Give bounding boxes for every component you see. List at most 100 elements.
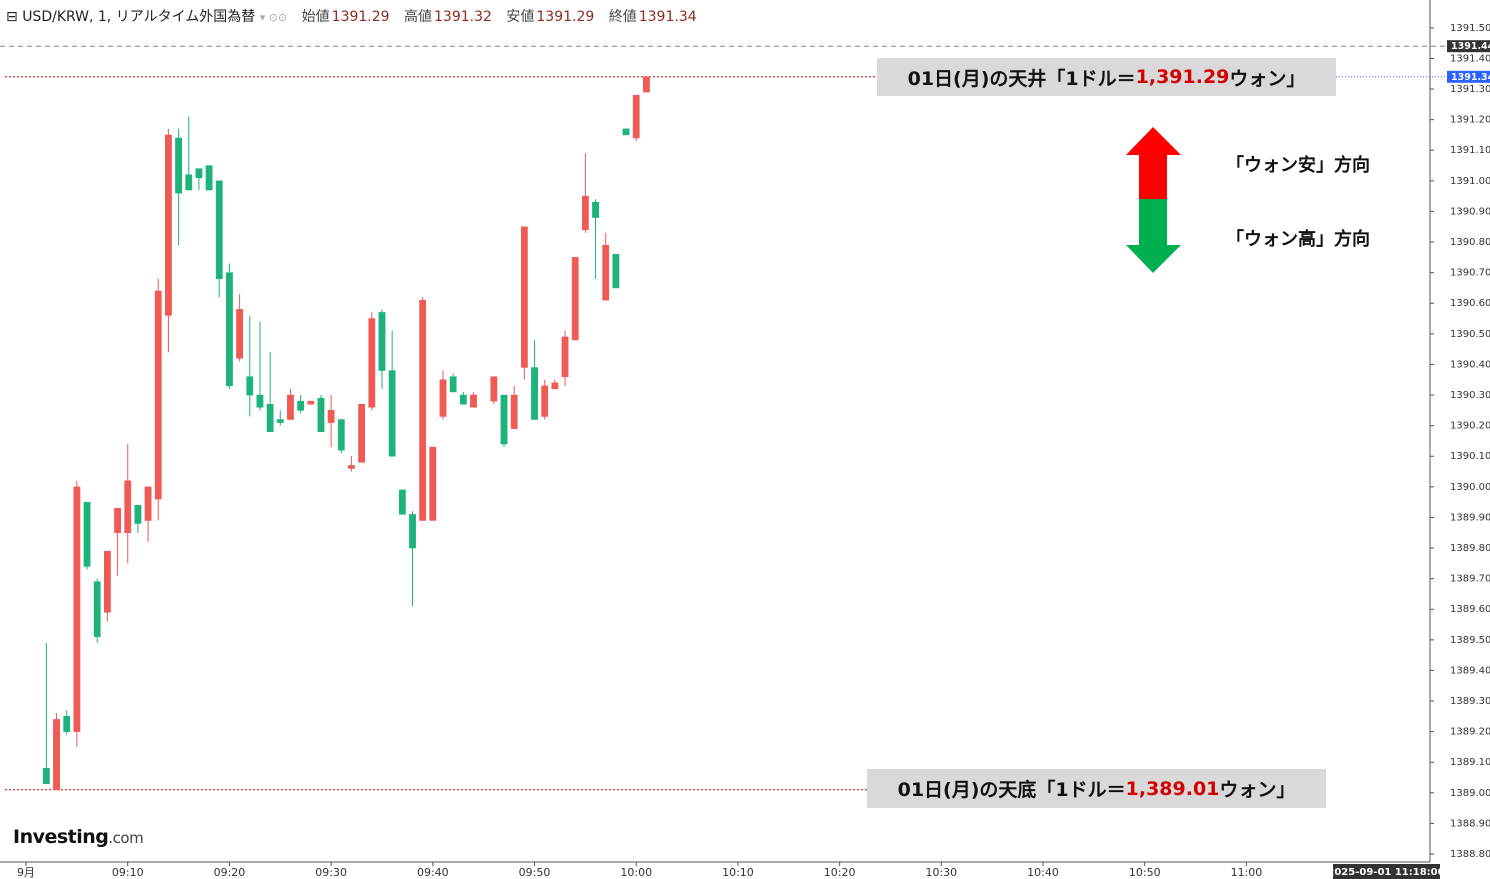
candle-body — [114, 508, 121, 533]
candle-body — [470, 394, 477, 408]
candle-body — [541, 385, 549, 417]
ohlc-label: 終値 — [608, 9, 637, 25]
candle-body — [602, 244, 610, 301]
annotation-high: 01日(月)の天井「1ドル＝ 1,391.29 ウォン」 — [877, 58, 1336, 96]
y-tick-label: 1391.50 — [1450, 23, 1490, 34]
candle-body — [63, 716, 71, 732]
annotation-value: 1,389.01 — [1125, 777, 1220, 800]
logo-suffix: .com — [108, 829, 144, 847]
y-tick-label: 1390.90 — [1450, 206, 1490, 217]
arrow-up-body — [1139, 155, 1167, 199]
candle-body — [185, 174, 193, 191]
annotation-value: 1,391.29 — [1135, 66, 1230, 88]
annotation-text: 01日(月)の天井「1ドル＝ — [907, 67, 1136, 90]
candle-body — [368, 318, 376, 408]
x-tick-label: 10:30 — [925, 866, 957, 879]
candle-body — [103, 550, 111, 613]
y-tick-label: 1390.40 — [1450, 359, 1490, 370]
candle-body — [337, 419, 345, 451]
candle-body — [266, 403, 274, 433]
candle-body — [317, 397, 325, 433]
x-tick-label: 9月 — [17, 866, 35, 879]
candle-body — [42, 768, 50, 784]
price-marker-label: 1391.34 — [1451, 72, 1490, 83]
candle-body — [561, 336, 569, 377]
annotation-text: 01日(月)の天底「1ドル＝ — [897, 779, 1126, 801]
y-tick-label: 1391.00 — [1450, 176, 1490, 187]
candle-body — [165, 134, 172, 316]
candle-body — [622, 128, 630, 136]
candle-body — [449, 376, 457, 393]
candle-body — [592, 202, 599, 218]
y-tick-label: 1388.80 — [1450, 849, 1490, 860]
candle-body — [83, 501, 91, 567]
arrow-up-head — [1126, 127, 1181, 155]
header: ⊟ USD/KRW, 1, リアルタイム外国為替 ▾ ⊙⊙ 始値 1391.29 … — [6, 6, 697, 26]
y-tick-label: 1389.80 — [1450, 543, 1490, 554]
candle-body — [348, 465, 355, 469]
candle-body — [358, 403, 366, 463]
y-tick-label: 1390.50 — [1450, 329, 1490, 340]
candle-body — [419, 299, 427, 521]
candle-body — [398, 489, 406, 515]
arrow-down-head — [1126, 245, 1181, 273]
y-tick-label: 1391.10 — [1450, 145, 1490, 156]
candle-body — [297, 400, 305, 411]
collapse-icon[interactable]: ⊟ — [6, 9, 18, 25]
candle-body — [612, 254, 620, 289]
y-tick-label: 1391.40 — [1450, 53, 1490, 64]
y-tick-label: 1389.90 — [1450, 512, 1490, 523]
candle-body — [551, 382, 559, 390]
candle-body — [175, 137, 182, 194]
dropdown[interactable]: ▾ ⊙⊙ — [259, 11, 288, 24]
arrow-down-body — [1139, 199, 1167, 245]
candle-body — [215, 180, 223, 280]
x-tick-label: 09:20 — [214, 866, 246, 879]
annotation-text: ウォン」 — [1229, 67, 1306, 90]
logo: Investing.com — [13, 826, 144, 848]
y-tick-label: 1390.00 — [1450, 482, 1490, 493]
candle-body — [520, 226, 528, 368]
ohlc-value: 1391.32 — [434, 9, 492, 25]
candle-body — [53, 719, 60, 791]
y-tick-label: 1389.00 — [1450, 788, 1490, 799]
candle-body — [246, 376, 254, 396]
candle-body — [510, 394, 518, 429]
candle-body — [276, 419, 284, 423]
symbol-title: USD/KRW, 1, リアルタイム外国為替 — [22, 9, 256, 25]
candle-body — [632, 94, 640, 139]
candle-body — [531, 367, 538, 420]
candle-body — [581, 195, 589, 231]
annotation-low: 01日(月)の天底「1ドル＝ 1,389.01 ウォン」 — [867, 769, 1326, 808]
candle-body — [124, 480, 132, 533]
candle-body — [378, 312, 386, 371]
y-tick-label: 1389.70 — [1450, 574, 1490, 585]
y-tick-label: 1390.20 — [1450, 421, 1490, 432]
y-tick-label: 1391.30 — [1450, 84, 1490, 95]
logo-text: Investing — [13, 826, 109, 848]
annotation-text: ウォン」 — [1219, 779, 1296, 801]
y-tick-label: 1391.20 — [1450, 115, 1490, 126]
x-tick-label: 09:40 — [417, 866, 449, 879]
x-tick-label: 11:00 — [1231, 866, 1263, 879]
candle-body — [571, 257, 579, 341]
candle-body — [459, 394, 467, 405]
candle-body — [388, 370, 396, 457]
x-tick-label: 10:00 — [620, 866, 652, 879]
candle-body — [134, 504, 142, 524]
candle-body — [93, 581, 101, 638]
y-tick-label: 1389.50 — [1450, 635, 1490, 646]
x-tick-label: 09:10 — [112, 866, 144, 879]
candle-body — [205, 165, 213, 191]
candle-body — [144, 486, 152, 521]
timestamp-box — [1333, 864, 1440, 879]
y-tick-label: 1388.90 — [1450, 818, 1490, 829]
ohlc-value: 1391.34 — [638, 9, 697, 25]
ohlc-value: 1391.29 — [536, 9, 595, 25]
x-tick-label: 09:50 — [519, 866, 551, 879]
y-tick-label: 1390.70 — [1450, 268, 1490, 279]
y-tick-label: 1389.20 — [1450, 727, 1490, 738]
candle-body — [236, 309, 244, 359]
candle-body — [500, 394, 508, 445]
